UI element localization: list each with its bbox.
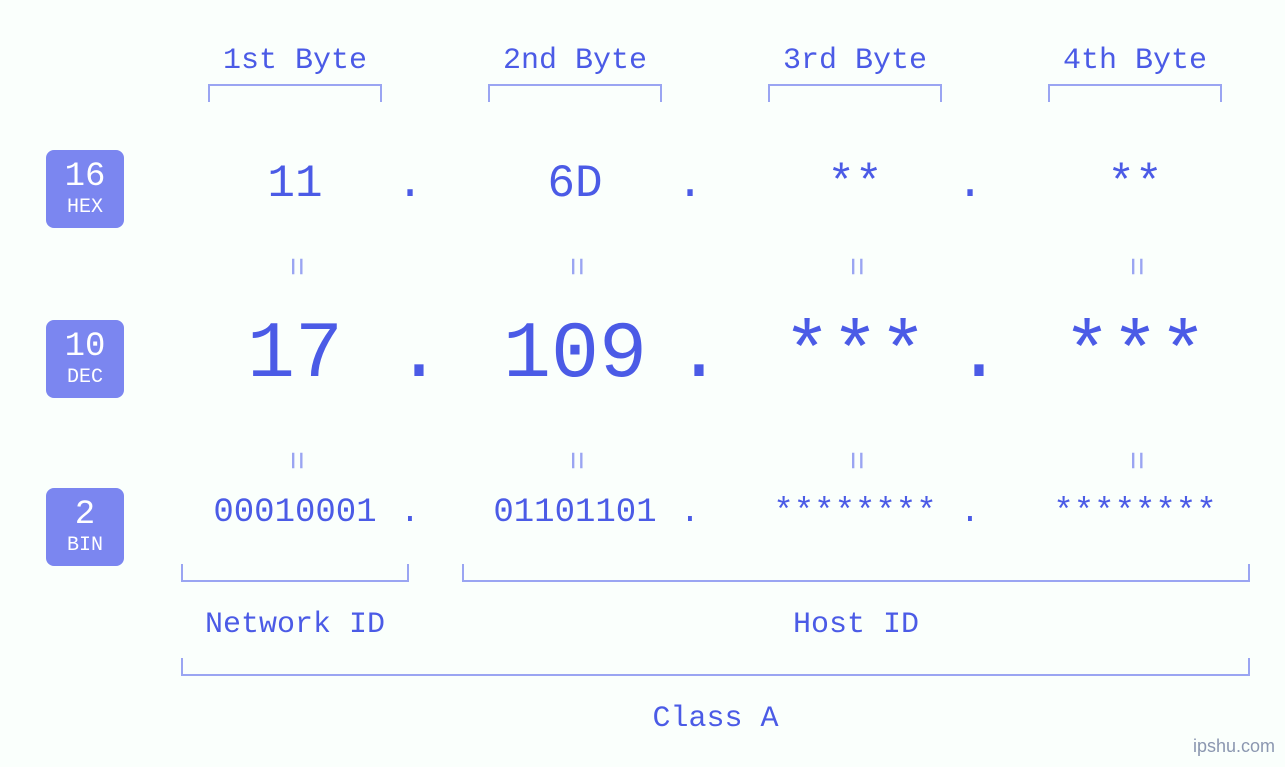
host-id-bracket <box>462 564 1250 582</box>
class-label: Class A <box>181 702 1250 736</box>
hex-badge-num: 16 <box>65 160 106 194</box>
hex-byte-3: ** <box>740 158 970 210</box>
dec-badge: 10 DEC <box>46 320 124 398</box>
dec-dot-1: . <box>395 310 425 401</box>
hex-badge: 16 HEX <box>46 150 124 228</box>
header-byte-1: 1st Byte <box>220 44 370 78</box>
hex-dot-2: . <box>675 158 705 210</box>
network-id-label: Network ID <box>181 608 409 642</box>
top-bracket-1 <box>208 84 382 102</box>
bin-byte-1: 00010001 <box>180 494 410 532</box>
top-bracket-2 <box>488 84 662 102</box>
hex-byte-2: 6D <box>460 158 690 210</box>
eq-hex-dec-2: = <box>557 252 594 282</box>
eq-dec-bin-2: = <box>557 446 594 476</box>
header-byte-3: 3rd Byte <box>780 44 930 78</box>
dec-byte-1: 17 <box>180 310 410 401</box>
hex-badge-abbr: HEX <box>67 198 103 218</box>
dec-badge-num: 10 <box>65 330 106 364</box>
eq-dec-bin-1: = <box>277 446 314 476</box>
eq-hex-dec-4: = <box>1117 252 1154 282</box>
network-id-bracket <box>181 564 409 582</box>
eq-hex-dec-3: = <box>837 252 874 282</box>
dec-byte-3: *** <box>740 310 970 401</box>
dec-dot-2: . <box>675 310 705 401</box>
bin-badge-num: 2 <box>75 498 95 532</box>
host-id-label: Host ID <box>462 608 1250 642</box>
header-byte-4: 4th Byte <box>1060 44 1210 78</box>
watermark: ipshu.com <box>1193 736 1275 757</box>
bin-byte-3: ******** <box>740 494 970 532</box>
top-bracket-3 <box>768 84 942 102</box>
eq-dec-bin-4: = <box>1117 446 1154 476</box>
dec-byte-2: 109 <box>460 310 690 401</box>
header-byte-2: 2nd Byte <box>500 44 650 78</box>
bin-dot-3: . <box>955 494 985 532</box>
hex-dot-3: . <box>955 158 985 210</box>
bin-byte-2: 01101101 <box>460 494 690 532</box>
dec-badge-abbr: DEC <box>67 368 103 388</box>
eq-dec-bin-3: = <box>837 446 874 476</box>
hex-byte-1: 11 <box>180 158 410 210</box>
bin-dot-1: . <box>395 494 425 532</box>
dec-dot-3: . <box>955 310 985 401</box>
bin-badge-abbr: BIN <box>67 536 103 556</box>
bin-badge: 2 BIN <box>46 488 124 566</box>
eq-hex-dec-1: = <box>277 252 314 282</box>
dec-byte-4: *** <box>1020 310 1250 401</box>
bin-byte-4: ******** <box>1020 494 1250 532</box>
hex-byte-4: ** <box>1020 158 1250 210</box>
bin-dot-2: . <box>675 494 705 532</box>
hex-dot-1: . <box>395 158 425 210</box>
class-bracket <box>181 658 1250 676</box>
top-bracket-4 <box>1048 84 1222 102</box>
